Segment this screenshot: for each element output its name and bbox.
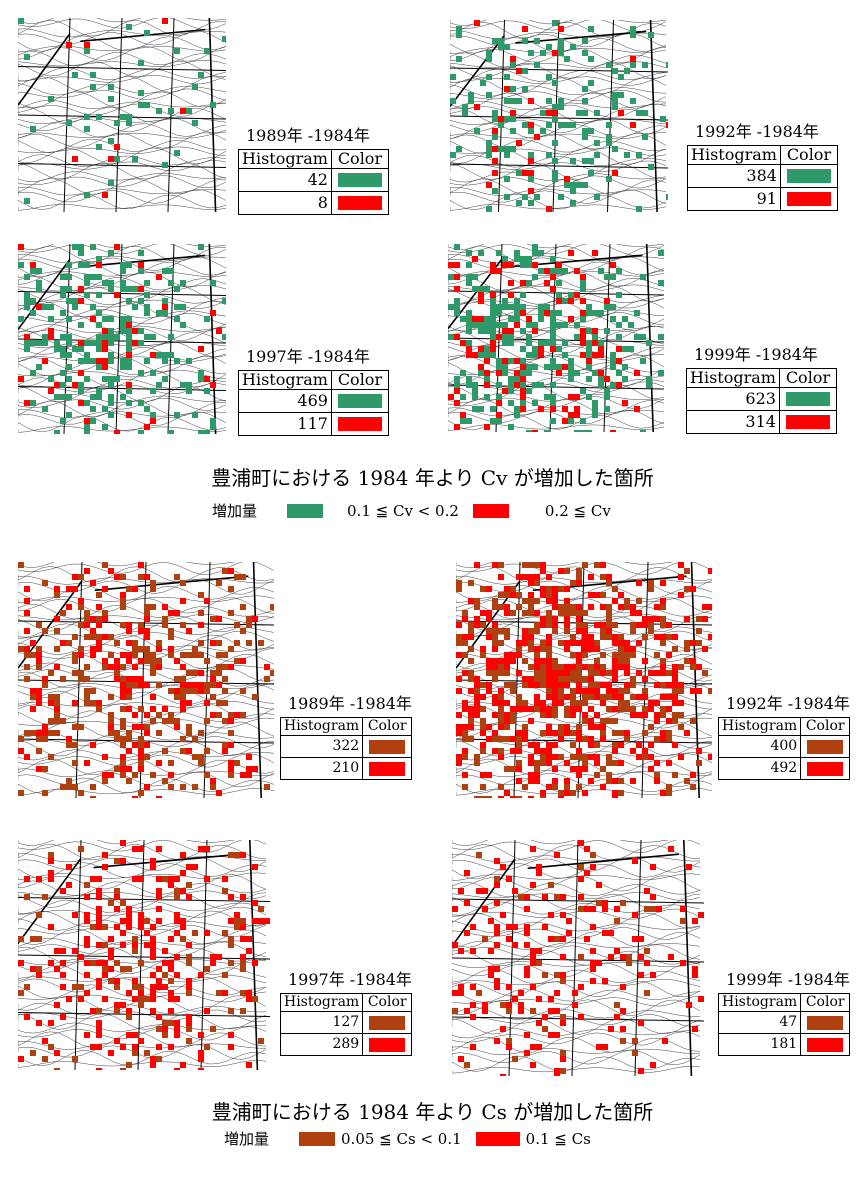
period-label: 1992年 -1984年 [726,694,850,713]
cs-low-swatch [369,739,406,754]
histogram-header: Histogram [279,993,364,1012]
cv-high-swatch [337,196,382,210]
histogram-header: Histogram [717,717,802,736]
color-header: Color [362,717,413,736]
cs-panel-1989: 1989年 -1984年 Histogram Color 322 210 [279,690,413,780]
cv-low-swatch [785,392,830,406]
low-count: 127 [279,1011,364,1034]
histogram-header: Histogram [279,717,364,736]
cv-map-1992 [450,20,668,212]
cs-high-swatch [369,761,406,776]
color-header: Color [362,993,413,1012]
high-count: 289 [279,1033,364,1056]
cs-panel-1992: 1992年 -1984年 Histogram Color 400 492 [717,690,851,780]
cv-low-swatch [337,394,382,408]
cs-low-swatch [369,1015,406,1030]
cs-low-swatch [807,739,844,754]
cv-legend: 増加量 0.1 ≦ Cv < 0.2 0.2 ≦ Cv [212,500,611,521]
histogram-header: Histogram [717,993,802,1012]
cv-panel-1989: 1989年 -1984年 Histogram Color 42 8 [238,122,389,215]
cv-map-1999 [448,244,664,432]
period-label: 1989年 -1984年 [246,126,370,145]
cv-map-1989 [18,18,226,212]
low-count: 400 [717,735,802,758]
cv-low-swatch [337,173,382,187]
cs-map-1992 [456,562,712,798]
low-count: 322 [279,735,364,758]
histogram-header: Histogram [238,370,332,390]
cs-high-swatch [369,1037,406,1052]
period-label: 1999年 -1984年 [694,345,818,364]
color-header: Color [330,149,389,169]
cv-high-swatch [337,417,382,431]
cs-map-1999 [452,840,704,1076]
cv-legend-low-text: 0.1 ≦ Cv < 0.2 [347,501,459,520]
cv-panel-1999: 1999年 -1984年 Histogram Color 623 314 [686,341,837,434]
cv-caption: 豊浦町における 1984 年より Cv が増加した箇所 [211,466,654,490]
cv-map-1997 [18,244,226,434]
cs-legend-label: 増加量 [224,1130,270,1148]
cs-legend-high-swatch [475,1131,520,1146]
period-label: 1989年 -1984年 [288,694,412,713]
cs-legend-high-text: 0.1 ≦ Cs [525,1129,591,1148]
high-count: 492 [717,757,802,780]
histogram-table: Histogram Color 623 314 [686,368,837,434]
cv-legend-low-swatch [287,503,324,518]
histogram-header: Histogram [687,145,781,165]
cv-panel-1992: 1992年 -1984年 Histogram Color 384 91 [687,118,838,211]
cv-legend-label: 増加量 [212,502,258,520]
histogram-table: Histogram Color 469 117 [238,370,389,436]
cs-map-1997 [18,840,270,1070]
cs-panel-1997: 1997年 -1984年 Histogram Color 127 289 [279,966,413,1056]
cs-legend: 増加量 0.05 ≦ Cs < 0.1 0.1 ≦ Cs [224,1128,591,1149]
high-count: 117 [238,412,332,436]
high-count: 314 [686,410,780,434]
cs-low-swatch [807,1015,844,1030]
cv-low-swatch [786,169,831,183]
cv-legend-high-text: 0.2 ≦ Cv [544,501,611,520]
period-label: 1999年 -1984年 [726,970,850,989]
cs-high-swatch [807,761,844,776]
cv-high-swatch [786,192,831,206]
cs-caption: 豊浦町における 1984 年より Cs が増加した箇所 [211,1100,654,1124]
histogram-table: Histogram Color 322 210 [279,717,413,780]
high-count: 210 [279,757,364,780]
histogram-header: Histogram [238,149,332,169]
color-header: Color [800,993,851,1012]
histogram-table: Histogram Color 400 492 [717,717,851,780]
low-count: 623 [686,387,780,411]
period-label: 1997年 -1984年 [246,347,370,366]
cs-map-1989 [18,562,274,798]
cv-panel-1997: 1997年 -1984年 Histogram Color 469 117 [238,343,389,436]
low-count: 469 [238,389,332,413]
color-header: Color [800,717,851,736]
cs-high-swatch [807,1037,844,1052]
histogram-table: Histogram Color 127 289 [279,993,413,1056]
color-header: Color [779,145,838,165]
cs-legend-low-swatch [299,1131,336,1146]
cs-panel-1999: 1999年 -1984年 Histogram Color 47 181 [717,966,851,1056]
cv-legend-high-swatch [472,503,509,518]
histogram-table: Histogram Color 384 91 [687,145,838,211]
low-count: 42 [238,168,332,192]
low-count: 384 [687,164,781,188]
histogram-table: Histogram Color 47 181 [717,993,851,1056]
high-count: 181 [717,1033,802,1056]
cs-legend-low-text: 0.05 ≦ Cs < 0.1 [341,1129,462,1148]
histogram-table: Histogram Color 42 8 [238,149,389,215]
high-count: 91 [687,187,781,211]
color-header: Color [778,368,837,388]
cv-high-swatch [785,415,830,429]
high-count: 8 [238,191,332,215]
period-label: 1997年 -1984年 [288,970,412,989]
color-header: Color [330,370,389,390]
period-label: 1992年 -1984年 [695,122,819,141]
low-count: 47 [717,1011,802,1034]
histogram-header: Histogram [686,368,780,388]
